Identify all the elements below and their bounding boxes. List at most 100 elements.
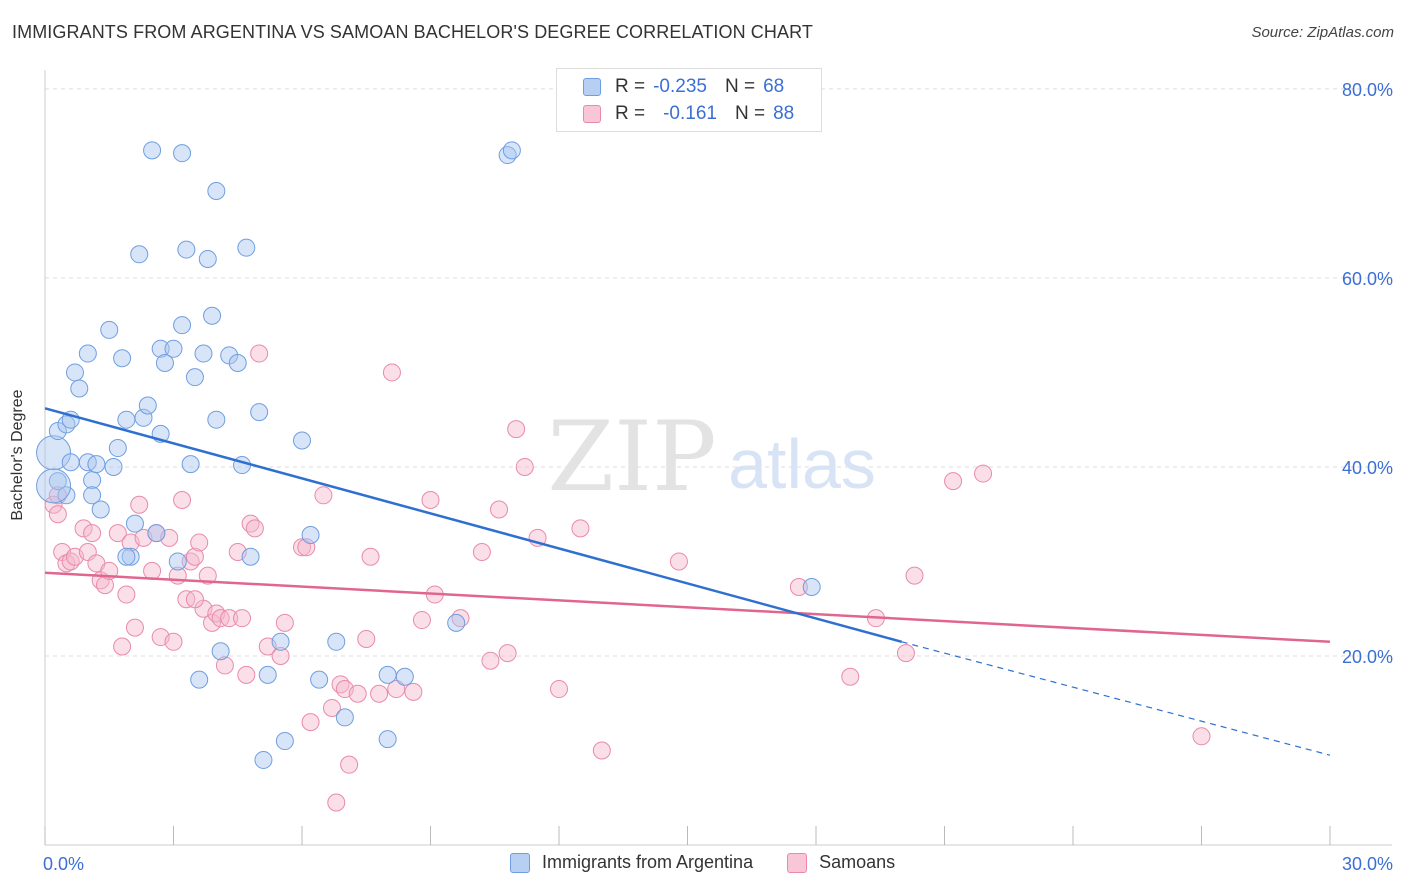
chart-title: IMMIGRANTS FROM ARGENTINA VS SAMOAN BACH…	[12, 22, 813, 42]
argentina-point	[65, 363, 84, 382]
series-legend: Immigrants from Argentina Samoans	[510, 852, 929, 873]
samoans-point	[944, 472, 963, 491]
argentina-point	[143, 141, 162, 160]
samoans-point	[173, 491, 192, 510]
argentina-point	[70, 379, 89, 398]
samoans-point	[361, 547, 380, 566]
y-tick-label: 40.0%	[1342, 458, 1393, 478]
x-tick-label: 30.0%	[1342, 854, 1393, 874]
legend-n-label: N =	[724, 76, 756, 97]
argentina-point	[78, 344, 97, 363]
samoans-point	[203, 613, 222, 632]
argentina-point	[130, 245, 149, 264]
argentina-point	[447, 613, 466, 632]
argentina-point	[104, 457, 123, 476]
argentina-point	[125, 514, 144, 533]
samoans-point	[293, 538, 311, 557]
argentina-point	[395, 667, 414, 686]
argentina-point	[258, 665, 277, 684]
samoans-point	[357, 629, 376, 648]
samoans-point	[83, 524, 102, 543]
samoans-point	[125, 618, 144, 637]
argentina-point	[173, 316, 192, 335]
argentina-point	[237, 238, 256, 257]
samoans-point	[789, 577, 808, 596]
argentina-point	[271, 632, 290, 651]
argentina-point	[378, 730, 397, 749]
argentina-point	[233, 456, 252, 475]
argentina-point	[194, 344, 213, 363]
samoans-point	[130, 495, 149, 514]
samoans-point	[271, 646, 290, 665]
samoans-point	[896, 644, 915, 663]
samoans-point	[314, 486, 333, 505]
argentina-point	[203, 306, 222, 325]
y-tick-label: 20.0%	[1342, 647, 1393, 667]
argentina-point	[61, 453, 80, 472]
argentina-point	[327, 632, 346, 651]
axes	[44, 70, 1392, 846]
argentina-point	[301, 526, 320, 544]
grid-lines	[45, 88, 1392, 657]
watermark: ZIP atlas	[547, 401, 876, 513]
samoans-point	[215, 656, 234, 675]
argentina-point	[181, 455, 200, 474]
argentina-point	[48, 472, 67, 491]
legend-r-label: R =	[615, 103, 646, 124]
argentina-point	[207, 181, 226, 200]
argentina-points	[36, 141, 821, 769]
samoans-point	[340, 755, 359, 774]
samoans-point	[190, 533, 209, 552]
samoans-trend-line	[44, 571, 1331, 644]
y-tick-labels: 20.0% 40.0% 60.0% 80.0%	[1342, 80, 1393, 667]
samoans-point	[48, 505, 67, 524]
samoans-point	[322, 698, 341, 717]
argentina-point	[254, 750, 273, 769]
y-tick-label: 80.0%	[1342, 80, 1393, 100]
samoans-point	[143, 561, 162, 580]
argentina-point	[164, 339, 183, 358]
legend-r-label: R =	[615, 76, 646, 97]
samoans-point	[275, 613, 294, 632]
samoans-point	[592, 741, 611, 760]
samoans-point	[498, 644, 517, 663]
legend-n-label: N =	[734, 103, 766, 124]
legend-swatch-blue	[583, 78, 601, 96]
argentina-point	[138, 396, 157, 415]
argentina-point	[502, 141, 521, 160]
argentina-point	[198, 250, 217, 269]
argentina-point	[293, 431, 311, 450]
argentina-point	[177, 240, 196, 259]
samoans-point	[571, 519, 590, 538]
samoans-point	[515, 457, 534, 476]
legend-item-argentina: Immigrants from Argentina	[510, 852, 753, 873]
legend-swatch-blue	[510, 852, 530, 873]
trend-lines	[44, 407, 1331, 756]
legend-row-samoans: R = -0.161 N = 88	[583, 102, 794, 126]
samoans-point	[113, 637, 132, 656]
argentina-point	[57, 486, 76, 505]
samoans-point	[220, 609, 239, 628]
argentina-point	[250, 403, 269, 422]
samoans-point	[404, 682, 423, 701]
argentina-point	[117, 547, 136, 566]
samoans-point	[550, 680, 568, 699]
samoans-point	[1192, 727, 1211, 746]
watermark-zip: ZIP	[547, 401, 716, 513]
argentina-point	[155, 353, 174, 372]
legend-n-value: 88	[773, 103, 795, 124]
samoans-point	[245, 519, 264, 538]
samoans-point	[472, 543, 491, 562]
argentina-point	[108, 439, 127, 458]
samoans-point	[841, 667, 860, 686]
argentina-point	[228, 353, 247, 372]
samoans-point	[108, 524, 127, 543]
argentina-point	[802, 577, 821, 596]
samoans-point	[481, 651, 500, 670]
argentina-point	[91, 500, 110, 519]
y-tick-label: 60.0%	[1342, 269, 1393, 289]
samoans-point	[348, 684, 367, 703]
argentina-point	[378, 665, 397, 684]
argentina-trend-extension	[901, 641, 1331, 756]
